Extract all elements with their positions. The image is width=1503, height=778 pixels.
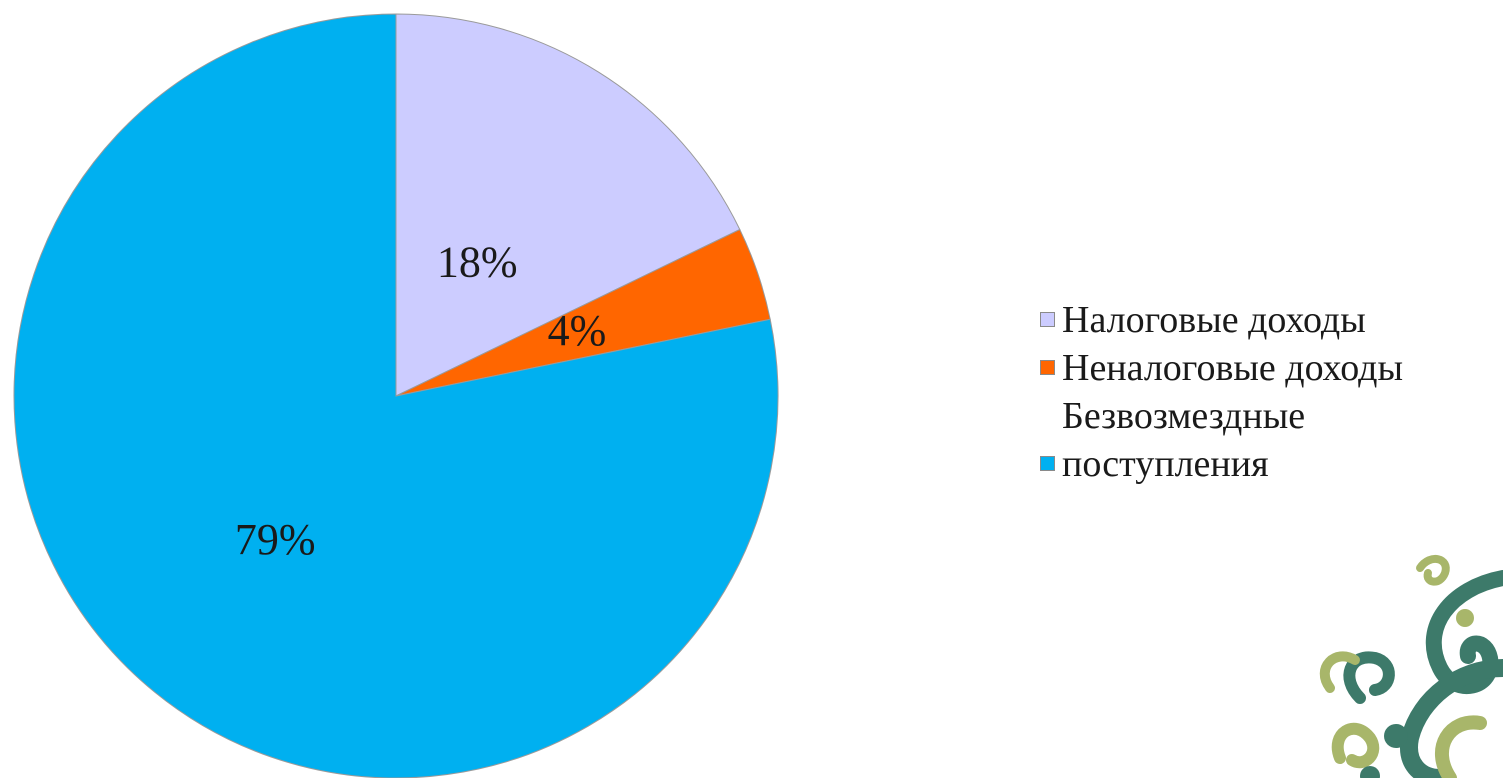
- pie-data-labels: 18% 4% 79%: [235, 238, 606, 564]
- legend: Налоговые доходы Неналоговые доходы Безв…: [1038, 296, 1503, 488]
- legend-swatch: [1040, 360, 1055, 375]
- legend-swatch: [1040, 312, 1055, 327]
- legend-label: Безвозмездные поступления: [1062, 395, 1306, 485]
- pie-slice: [395, 13, 741, 397]
- pie-data-label: 18%: [437, 238, 518, 287]
- pie-slices: [13, 13, 779, 778]
- floral-ornament-icon: [1319, 555, 1503, 778]
- pie-slice: [13, 13, 779, 778]
- legend-label: Налоговые доходы: [1062, 299, 1366, 341]
- pie-data-label: 79%: [235, 515, 316, 564]
- legend-swatch: [1040, 456, 1055, 471]
- legend-label: Неналоговые доходы: [1062, 347, 1403, 389]
- pie-data-label: 4%: [548, 306, 607, 355]
- legend-item: Безвозмездные поступления: [1038, 392, 1503, 488]
- pie-chart: 18% 4% 79%: [13, 13, 779, 778]
- legend-item: Налоговые доходы: [1038, 296, 1503, 344]
- legend-item: Неналоговые доходы: [1038, 344, 1503, 392]
